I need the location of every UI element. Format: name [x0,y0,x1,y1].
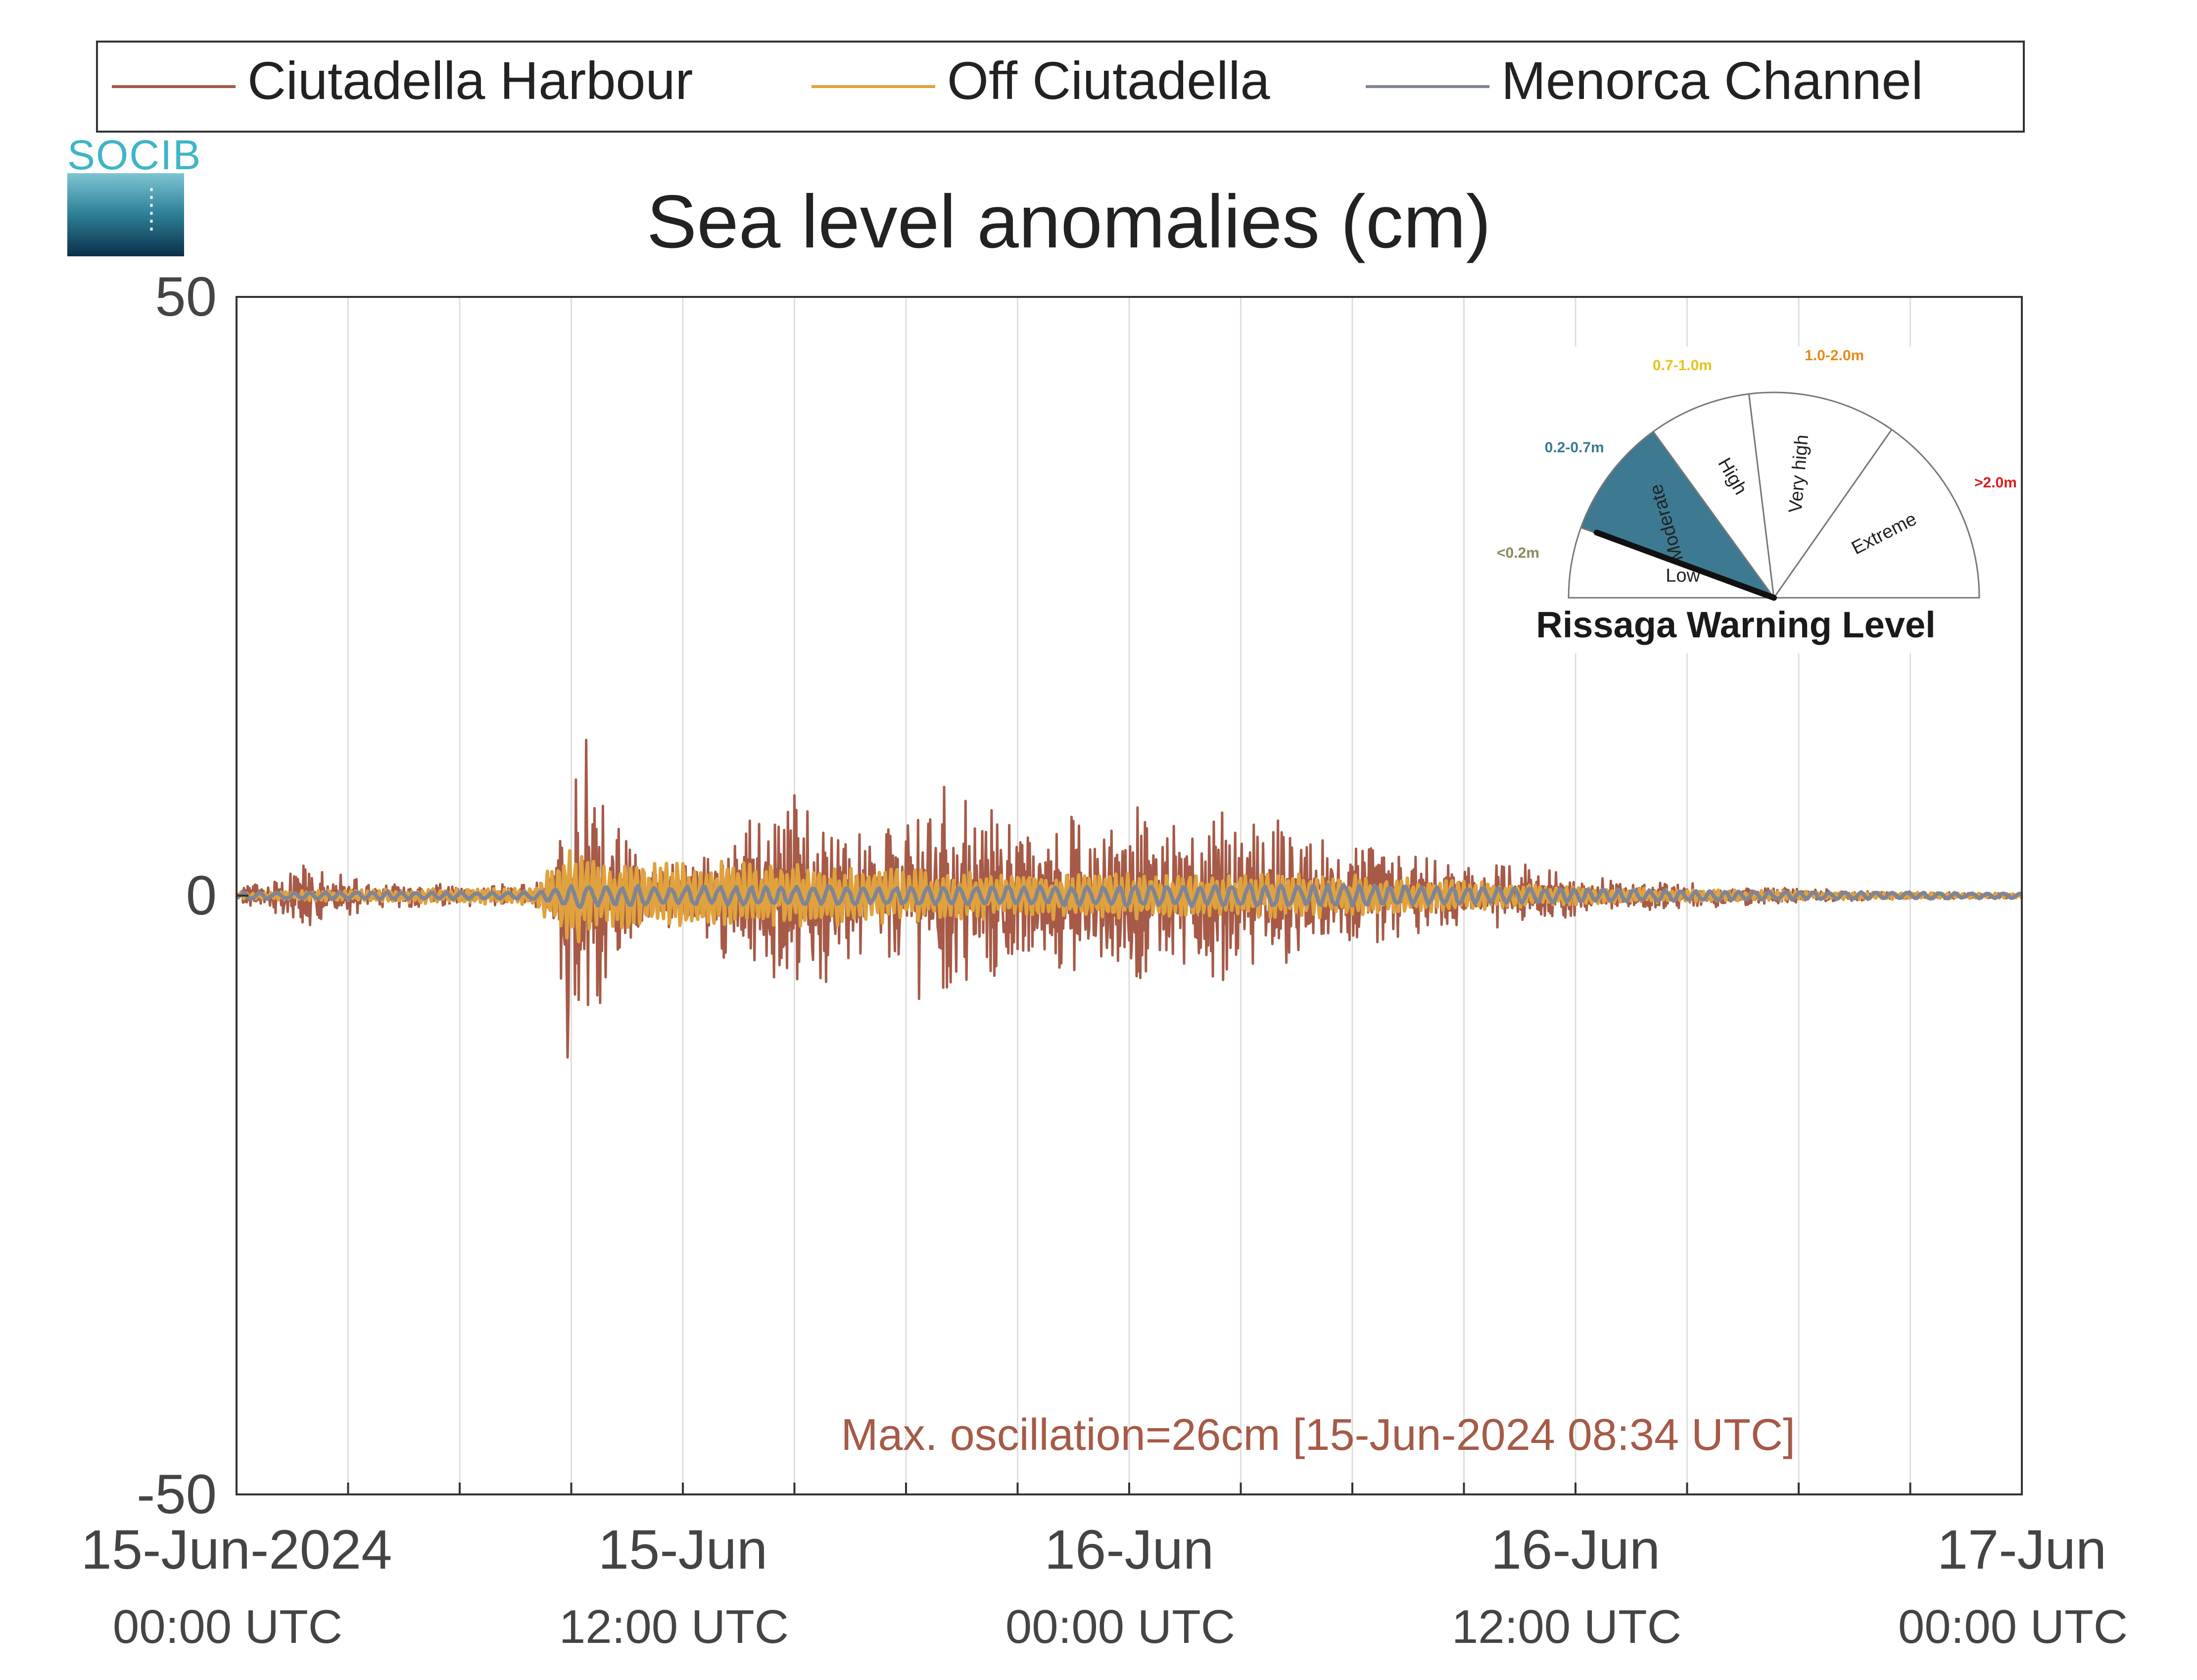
gauge-sector-moderate [1580,431,1776,600]
y-tick-label: 0 [186,864,217,926]
series-layer [235,738,2023,1059]
y-tick-label: 50 [155,266,217,328]
gauge-needle [1593,529,1777,601]
gauge-range-very-high: 1.0-2.0m [1805,347,1864,364]
legend-label-off-ciutadella: Off Ciutadella [947,50,1270,110]
x-axis: 15-Jun-2024 00:00 UTC 15-Jun 12:00 UTC 16-Ju… [81,1483,2128,1653]
y-axis: -50 0 50 [137,266,248,1525]
max-oscillation-annotation: Max. oscillation=26cm [15-Jun-2024 08:34… [841,1410,1795,1460]
legend-label-ciutadella-harbour: Ciutadella Harbour [247,50,693,110]
socib-logo-text: SOCIB [67,132,201,178]
gauge-sector-high [1652,393,1775,601]
x-tick-label: 16-Jun [1045,1519,1214,1581]
x-tick-sublabel: 12:00 UTC [1452,1600,1681,1653]
y-tick-label: -50 [137,1463,217,1525]
chart-title: Sea level anomalies (cm) [647,180,1491,264]
gauge-title: Rissaga Warning Level [1536,604,1935,645]
x-tick-label: 15-Jun [598,1519,767,1581]
socib-logo-mark [67,173,184,256]
gauge-sector-very-high [1748,391,1893,600]
legend-label-menorca-channel: Menorca Channel [1501,50,1923,110]
legend: Ciutadella Harbour Off Ciutadella Menorc… [96,41,2025,133]
gauge-range-low: <0.2m [1497,545,1539,561]
x-tick-sublabel: 00:00 UTC [1005,1600,1235,1653]
series-line-menorca-channel [236,882,2022,910]
legend-box [96,41,2025,133]
x-tick-label: 17-Jun [1937,1519,2106,1581]
socib-logo: SOCIB [67,132,201,256]
x-tick-sublabel: 12:00 UTC [559,1600,789,1653]
x-tick-label: 15-Jun-2024 [81,1519,392,1581]
gauge-sector-extreme [1772,428,1980,599]
x-tick-sublabel: 00:00 UTC [113,1600,342,1653]
gauge-range-high: 0.7-1.0m [1653,357,1712,374]
gauge-range-extreme: >2.0m [1974,475,2017,491]
x-tick-label: 16-Jun [1491,1519,1660,1581]
gauge-range-moderate: 0.2-0.7m [1545,439,1604,456]
x-tick-sublabel: 00:00 UTC [1898,1600,2128,1653]
rissaga-warning-gauge: Low<0.2m Moderate0.2-0.7mHigh0.7-1.0mVery… [1489,346,2019,653]
